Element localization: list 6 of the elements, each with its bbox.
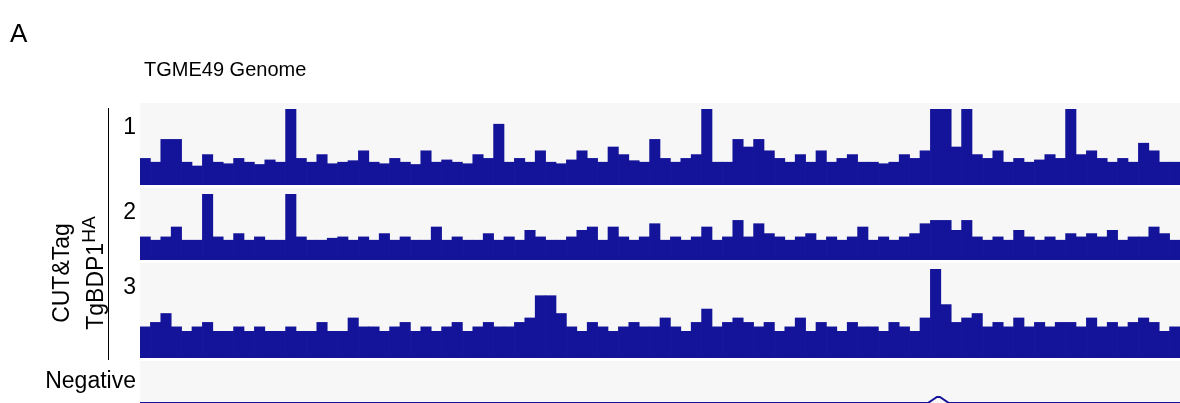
y-axis-title: 2 [123,198,136,225]
y-axis-title: Negative [45,367,136,394]
chart-title: TGME49 Genome [144,58,307,81]
text: A [10,18,28,49]
y-axis-title: 3 [123,273,136,300]
y-axis-title: 1 [123,113,136,140]
